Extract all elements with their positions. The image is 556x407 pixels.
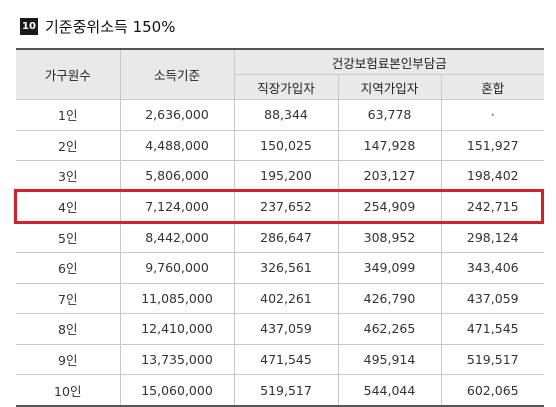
table-row: 2인 4,488,000 150,025 147,928 151,927 — [16, 129, 545, 162]
cell-household: 1인 — [16, 99, 121, 131]
cell-mixed: 151,927 — [440, 129, 545, 162]
cell-income: 11,085,000 — [119, 282, 235, 315]
cell-mixed: 198,402 — [440, 160, 545, 192]
section-title: 10 기준중위소득 150% — [20, 16, 175, 37]
table-row: 6인 9,760,000 326,561 349,099 343,406 — [16, 251, 545, 284]
cell-employee: 471,545 — [233, 343, 339, 376]
cell-mixed: 437,059 — [440, 282, 545, 315]
cell-household: 4인 — [16, 190, 121, 223]
cell-household: 2인 — [16, 129, 121, 162]
cell-regional: 203,127 — [337, 160, 442, 192]
cell-regional: 63,778 — [337, 99, 442, 131]
cell-household: 9인 — [16, 343, 121, 376]
cell-income: 13,735,000 — [119, 343, 235, 376]
cell-mixed: 298,124 — [440, 221, 545, 253]
cell-employee: 88,344 — [233, 99, 339, 131]
header-premium-group: 건강보험료본인부담금 — [233, 48, 545, 75]
cell-income: 9,760,000 — [119, 251, 235, 284]
cell-income: 8,442,000 — [119, 221, 235, 253]
cell-regional: 544,044 — [337, 374, 442, 407]
header-employee: 직장가입자 — [234, 74, 339, 100]
section-title-text: 기준중위소득 150% — [45, 18, 176, 36]
cell-mixed: · — [440, 99, 545, 131]
cell-household: 7인 — [16, 282, 121, 315]
cell-mixed: 602,065 — [440, 374, 545, 407]
cell-income: 7,124,000 — [119, 190, 235, 223]
header-mixed: 혼합 — [440, 74, 545, 100]
cell-household: 5인 — [16, 221, 121, 253]
cell-employee: 195,200 — [233, 160, 339, 192]
cell-income: 4,488,000 — [119, 129, 235, 162]
section-number-badge: 10 — [20, 18, 38, 35]
cell-income: 15,060,000 — [119, 374, 235, 407]
income-premium-table: 가구원수 소득기준 건강보험료본인부담금 직장가입자 지역가입자 혼합 1인 2,… — [16, 48, 545, 407]
header-regional: 지역가입자 — [337, 74, 442, 100]
cell-employee: 150,025 — [233, 129, 339, 162]
cell-income: 2,636,000 — [119, 99, 235, 131]
cell-regional: 426,790 — [337, 282, 442, 315]
cell-regional: 349,099 — [337, 251, 442, 284]
cell-employee: 402,261 — [233, 282, 339, 315]
cell-household: 6인 — [16, 251, 121, 284]
cell-regional: 254,909 — [337, 190, 442, 223]
header-income: 소득기준 — [119, 48, 235, 100]
header-household: 가구원수 — [16, 48, 121, 100]
cell-household: 8인 — [16, 313, 121, 345]
table-header-row: 가구원수 소득기준 건강보험료본인부담금 — [16, 48, 545, 100]
cell-employee: 519,517 — [233, 374, 339, 407]
cell-employee: 326,561 — [233, 251, 339, 284]
cell-mixed: 471,545 — [440, 313, 545, 345]
cell-regional: 462,265 — [337, 313, 442, 345]
table-row: 3인 5,806,000 195,200 203,127 198,402 — [16, 160, 545, 192]
table-subheader-row: 직장가입자 지역가입자 혼합 — [16, 74, 545, 100]
cell-household: 10인 — [16, 374, 121, 407]
cell-mixed: 343,406 — [440, 251, 545, 284]
table-row: 10인 15,060,000 519,517 544,044 602,065 — [16, 374, 545, 407]
table-row: 4인 7,124,000 237,652 254,909 242,715 — [16, 190, 545, 223]
cell-income: 5,806,000 — [119, 160, 235, 192]
cell-employee: 237,652 — [233, 190, 339, 223]
table-row: 1인 2,636,000 88,344 63,778 · — [16, 99, 545, 131]
cell-employee: 437,059 — [233, 313, 339, 345]
cell-mixed: 242,715 — [440, 190, 545, 223]
cell-income: 12,410,000 — [119, 313, 235, 345]
cell-regional: 308,952 — [337, 221, 442, 253]
table-row: 7인 11,085,000 402,261 426,790 437,059 — [16, 282, 545, 315]
cell-regional: 495,914 — [337, 343, 442, 376]
cell-household: 3인 — [16, 160, 121, 192]
table-row: 9인 13,735,000 471,545 495,914 519,517 — [16, 343, 545, 376]
cell-regional: 147,928 — [337, 129, 442, 162]
cell-mixed: 519,517 — [440, 343, 545, 376]
table-row: 8인 12,410,000 437,059 462,265 471,545 — [16, 313, 545, 345]
table-row: 5인 8,442,000 286,647 308,952 298,124 — [16, 221, 545, 253]
cell-employee: 286,647 — [233, 221, 339, 253]
